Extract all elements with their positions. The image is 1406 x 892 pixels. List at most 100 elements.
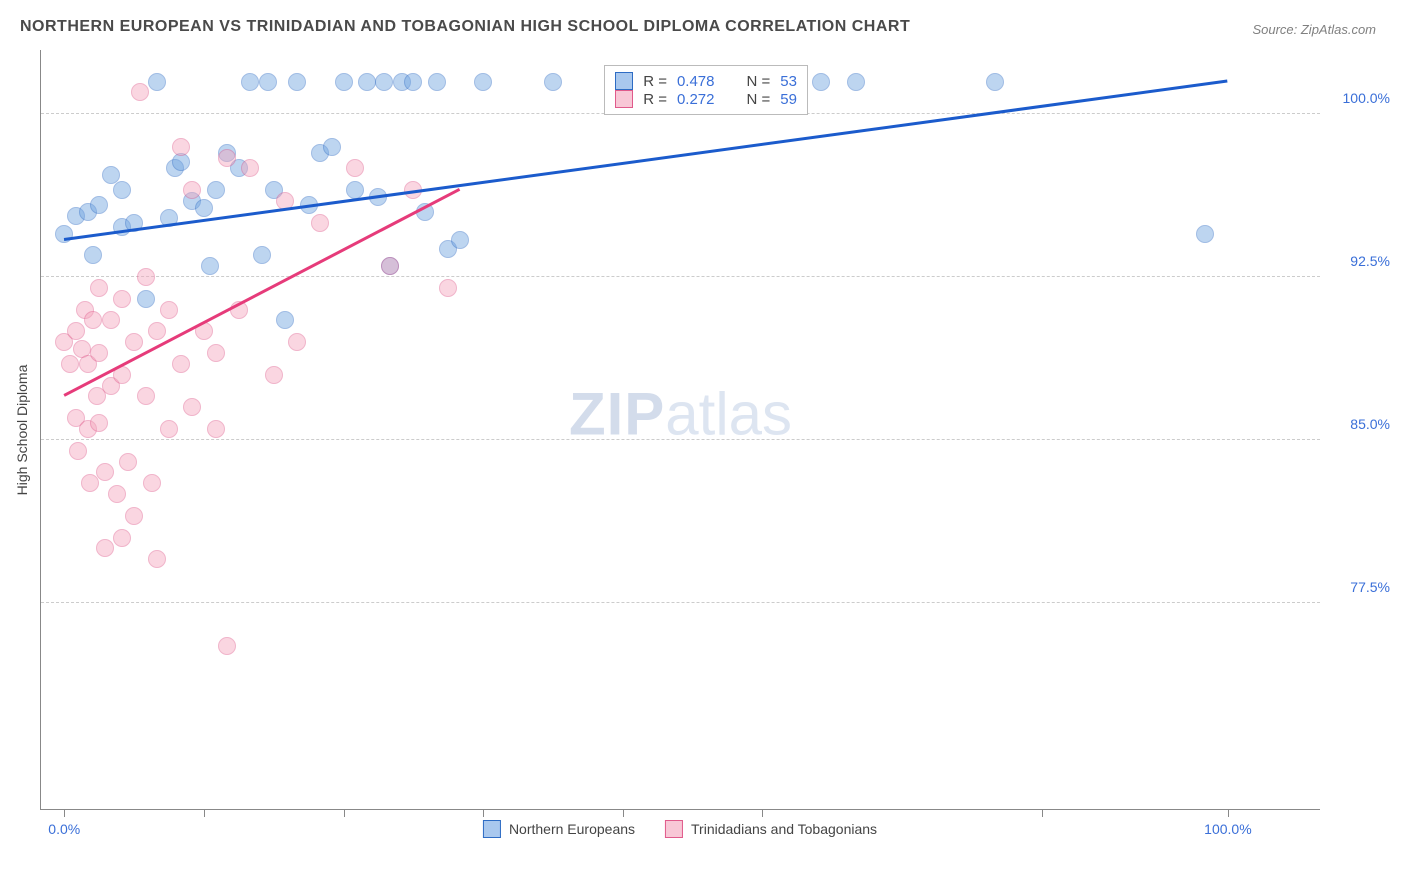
scatter-point [125,333,143,351]
scatter-point [160,420,178,438]
legend-swatch [483,820,501,838]
legend-item: Northern Europeans [483,820,635,838]
x-tick [344,809,345,817]
plot-area: ZIPatlas 77.5%85.0%92.5%100.0%0.0%100.0%… [40,50,1320,810]
stats-r-label: R = [643,73,667,90]
scatter-point [113,529,131,547]
scatter-point [195,199,213,217]
scatter-point [172,355,190,373]
legend-item: Trinidadians and Tobagonians [665,820,877,838]
scatter-point [311,214,329,232]
scatter-point [160,301,178,319]
scatter-point [265,366,283,384]
scatter-point [96,539,114,557]
legend-swatch [665,820,683,838]
scatter-point [276,311,294,329]
scatter-point [90,196,108,214]
stats-n-label: N = [747,73,771,90]
stats-row: R =0.272N =59 [615,90,797,108]
scatter-point [207,420,225,438]
scatter-point [148,550,166,568]
scatter-point [253,246,271,264]
scatter-point [288,73,306,91]
scatter-point [183,181,201,199]
y-tick-label: 92.5% [1350,253,1390,269]
scatter-point [218,637,236,655]
source-attribution: Source: ZipAtlas.com [1252,22,1376,37]
scatter-point [812,73,830,91]
x-tick [483,809,484,817]
gridline [41,602,1320,603]
scatter-point [847,73,865,91]
gridline [41,439,1320,440]
chart-title: NORTHERN EUROPEAN VS TRINIDADIAN AND TOB… [20,18,910,36]
scatter-point [1196,225,1214,243]
x-tick [1042,809,1043,817]
legend: Northern Europeans Trinidadians and Tobag… [483,820,877,838]
scatter-point [81,474,99,492]
x-tick [762,809,763,817]
scatter-point [241,159,259,177]
stats-swatch [615,90,633,108]
stats-n-value: 59 [780,91,797,108]
stats-box: R =0.478N =53R =0.272N =59 [604,65,808,115]
x-tick [623,809,624,817]
legend-label: Northern Europeans [509,821,635,837]
y-axis-label: High School Diploma [14,365,30,496]
x-tick [64,809,65,817]
scatter-point [207,181,225,199]
plot-container: High School Diploma ZIPatlas 77.5%85.0%9… [40,50,1320,810]
scatter-point [207,344,225,362]
scatter-point [96,463,114,481]
y-tick-label: 77.5% [1350,579,1390,595]
scatter-point [259,73,277,91]
scatter-point [67,322,85,340]
scatter-point [125,507,143,525]
stats-r-value: 0.478 [677,73,715,90]
scatter-point [183,398,201,416]
scatter-point [119,453,137,471]
stats-swatch [615,72,633,90]
scatter-point [108,485,126,503]
scatter-point [172,138,190,156]
scatter-point [69,442,87,460]
scatter-point [84,246,102,264]
stats-r-label: R = [643,91,667,108]
x-tick [204,809,205,817]
scatter-point [61,355,79,373]
stats-n-value: 53 [780,73,797,90]
scatter-point [90,279,108,297]
scatter-point [131,83,149,101]
scatter-point [346,159,364,177]
x-tick-label: 0.0% [48,821,80,837]
scatter-point [137,290,155,308]
scatter-point [241,73,259,91]
watermark-atlas: atlas [665,381,792,448]
gridline [41,276,1320,277]
y-tick-label: 85.0% [1350,416,1390,432]
scatter-point [358,73,376,91]
scatter-point [288,333,306,351]
scatter-point [404,73,422,91]
scatter-point [375,73,393,91]
scatter-point [335,73,353,91]
scatter-point [143,474,161,492]
scatter-point [451,231,469,249]
scatter-point [201,257,219,275]
y-tick-label: 100.0% [1343,90,1390,106]
scatter-point [102,166,120,184]
scatter-point [381,257,399,275]
scatter-point [218,149,236,167]
scatter-point [90,414,108,432]
watermark-zip: ZIP [569,381,665,448]
scatter-point [113,181,131,199]
scatter-point [439,279,457,297]
scatter-point [323,138,341,156]
scatter-point [544,73,562,91]
scatter-point [986,73,1004,91]
scatter-point [428,73,446,91]
stats-n-label: N = [747,91,771,108]
scatter-point [148,322,166,340]
stats-row: R = 0.478 N = 53 [615,72,797,90]
scatter-point [102,311,120,329]
